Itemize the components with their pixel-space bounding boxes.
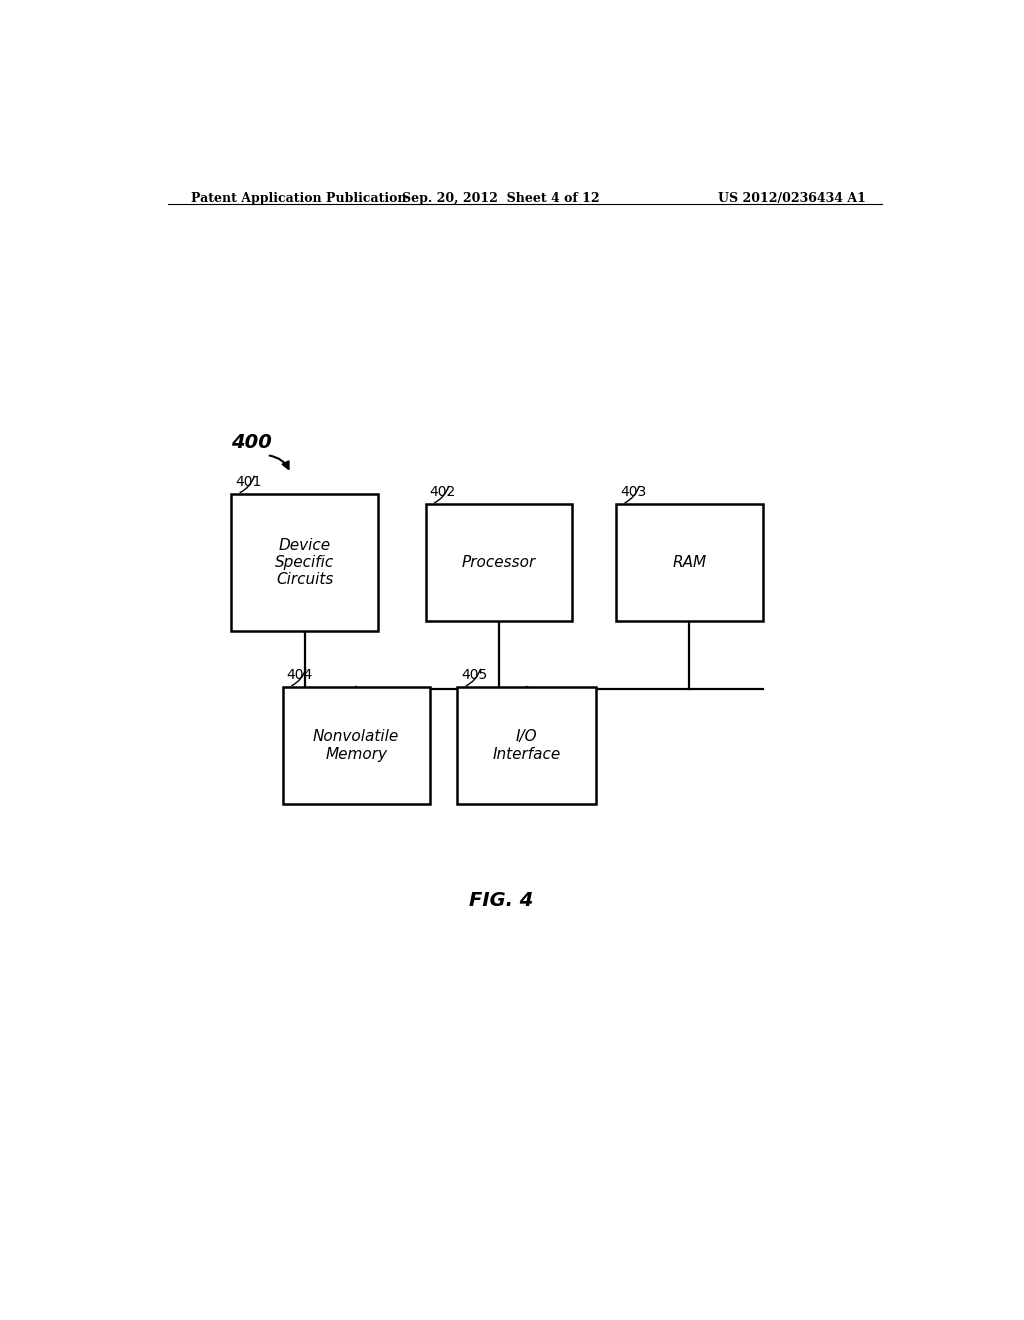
Bar [283, 686, 430, 804]
Text: FIG. 4: FIG. 4 [469, 891, 534, 909]
Bar [458, 686, 596, 804]
Text: 400: 400 [231, 433, 272, 453]
Text: Patent Application Publication: Patent Application Publication [191, 191, 407, 205]
Text: 404: 404 [287, 668, 313, 682]
Text: 405: 405 [461, 668, 487, 682]
Text: Processor: Processor [462, 554, 537, 570]
Bar [231, 494, 378, 631]
Text: US 2012/0236434 A1: US 2012/0236434 A1 [718, 191, 866, 205]
Bar [616, 504, 763, 620]
Bar [426, 504, 572, 620]
Text: Nonvolatile
Memory: Nonvolatile Memory [313, 729, 399, 762]
Text: 401: 401 [236, 475, 261, 488]
Text: I/O
Interface: I/O Interface [493, 729, 561, 762]
Text: RAM: RAM [673, 554, 707, 570]
Text: 402: 402 [430, 484, 456, 499]
Text: 403: 403 [620, 484, 646, 499]
Text: Sep. 20, 2012  Sheet 4 of 12: Sep. 20, 2012 Sheet 4 of 12 [402, 191, 600, 205]
Text: Device
Specific
Circuits: Device Specific Circuits [275, 537, 334, 587]
